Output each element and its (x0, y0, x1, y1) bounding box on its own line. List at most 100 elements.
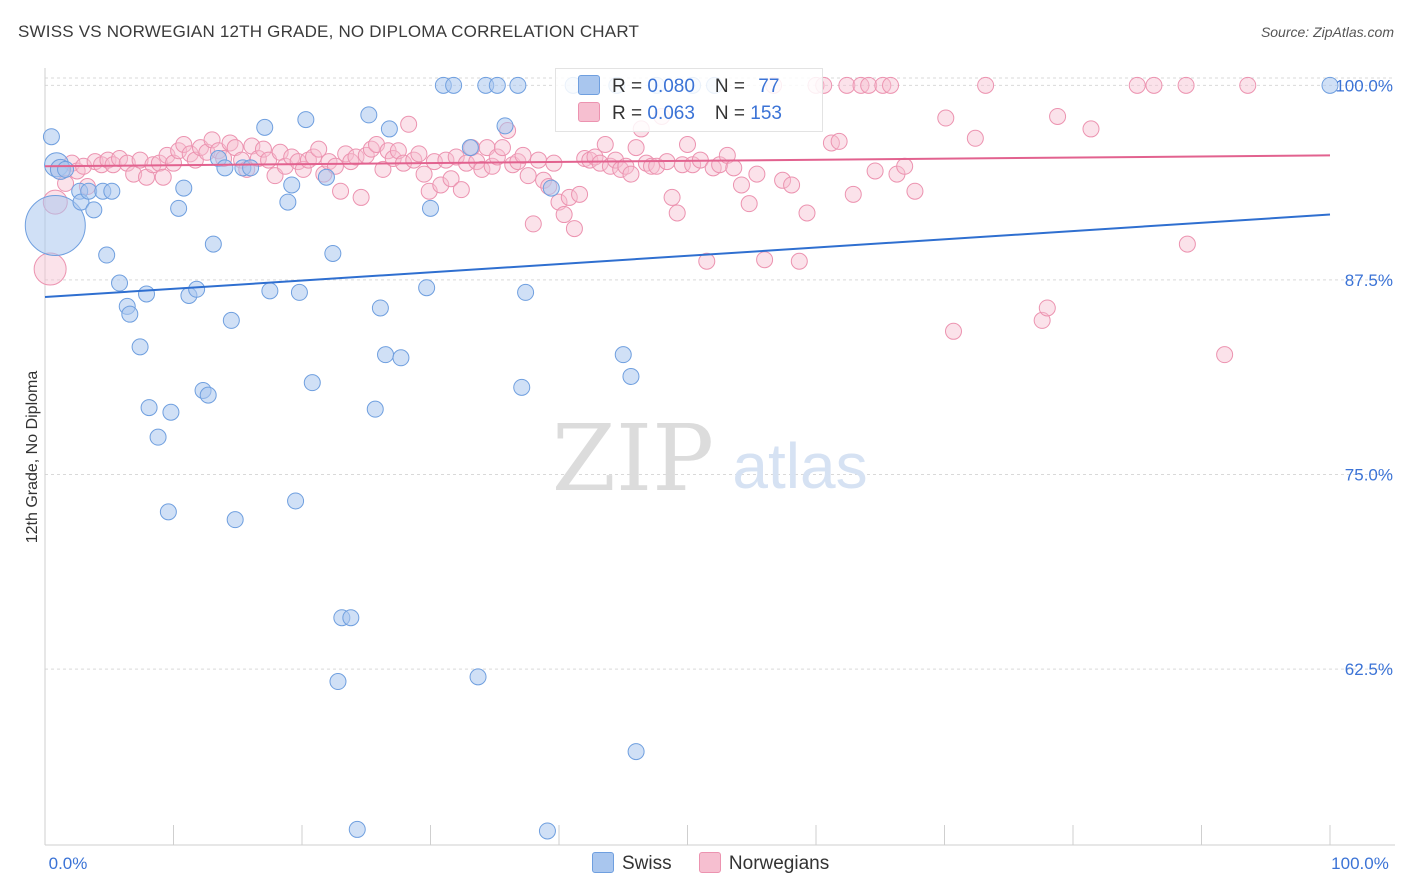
x-tick-label: 100.0% (1331, 854, 1389, 873)
norwegians-point (447, 148, 465, 166)
norwegians-point (648, 157, 666, 175)
norwegians-points (33, 76, 1257, 364)
norwegians-point (118, 154, 136, 172)
swiss-point (256, 118, 274, 136)
norwegians-point (643, 157, 661, 175)
norwegians-point (565, 220, 583, 238)
norwegians-point (362, 140, 380, 158)
norwegians-point (607, 151, 625, 169)
y-tick-label: 100.0% (1335, 76, 1393, 95)
norwegians-r-value: 0.063 (647, 103, 695, 124)
swiss-point (509, 76, 527, 94)
swiss-point (380, 120, 398, 138)
norwegians-point (1033, 311, 1051, 329)
norwegians-point (400, 115, 418, 133)
norwegians-point (1177, 76, 1195, 94)
swiss-point (138, 285, 156, 303)
legend-item-swiss[interactable]: Swiss (592, 852, 672, 875)
swiss-point (98, 246, 116, 264)
norwegians-point (33, 252, 67, 286)
norwegians-point (860, 76, 878, 94)
swiss-point (287, 492, 305, 510)
stats-legend: R = 0.080 N = 77 R = 0.063 N = 153 (555, 68, 823, 132)
norwegians-point (442, 170, 460, 188)
swiss-point (242, 159, 260, 177)
swiss-point (111, 274, 129, 292)
swiss-point (496, 117, 514, 135)
norwegians-point (637, 154, 655, 172)
norwegians-point (866, 162, 884, 180)
norwegians-swatch (578, 102, 600, 122)
swiss-point (445, 76, 463, 94)
norwegians-point (529, 151, 547, 169)
norwegians-point (906, 182, 924, 200)
swiss-point (80, 182, 98, 200)
swiss-point (513, 378, 531, 396)
swiss-trend-line (44, 213, 1331, 299)
norwegians-point (389, 142, 407, 160)
norwegians-point (774, 171, 792, 189)
norwegians-point (622, 165, 640, 183)
swiss-point (329, 673, 347, 691)
x-tick-label: 0.0% (49, 854, 88, 873)
legend-item-norwegians[interactable]: Norwegians (698, 852, 830, 875)
tick-labels: 100.0% 87.5% 75.0% 62.5% 0.0% 100.0% (49, 76, 1393, 873)
watermark: ZIP atlas (552, 405, 868, 512)
norwegians-point (627, 139, 645, 157)
swiss-point (360, 106, 378, 124)
norwegians-point (783, 176, 801, 194)
norwegians-point (550, 193, 568, 211)
norwegians-point (326, 157, 344, 175)
swiss-n-value: 77 (758, 76, 780, 97)
norwegians-legend-label: Norwegians (728, 853, 830, 874)
swiss-point (222, 311, 240, 329)
norwegians-point (944, 322, 962, 340)
norwegians-point (1239, 76, 1257, 94)
swiss-legend-swatch (592, 852, 614, 873)
swiss-point (461, 139, 479, 157)
norwegians-point (131, 151, 149, 169)
swiss-r-value: 0.080 (647, 76, 695, 97)
y-tick-label: 62.5% (1345, 660, 1393, 679)
norwegians-point (221, 134, 239, 152)
norwegians-point (560, 188, 578, 206)
norwegians-point (844, 185, 862, 203)
series-legend: Swiss Norwegians (592, 852, 851, 875)
norwegians-point (1128, 76, 1146, 94)
swiss-n-label: N = (714, 76, 751, 97)
norwegians-point (830, 132, 848, 150)
swiss-point (159, 503, 177, 521)
swiss-point (517, 283, 535, 301)
source-label: Source: ZipAtlas.com (1260, 24, 1394, 40)
swiss-point (297, 111, 315, 129)
norwegians-point (294, 160, 312, 178)
swiss-point (175, 179, 193, 197)
norwegians-point (1145, 76, 1163, 94)
norwegians-point (519, 167, 537, 185)
trend-lines (44, 154, 1331, 299)
norwegians-point (740, 195, 758, 213)
norwegians-point (254, 140, 272, 158)
watermark-zip: ZIP (552, 405, 714, 512)
norwegians-point (452, 181, 470, 199)
norwegians-legend-swatch (698, 852, 721, 873)
norwegians-point (432, 176, 450, 194)
norwegians-point (798, 204, 816, 222)
norwegians-n-value: 153 (750, 103, 782, 124)
norwegians-point (555, 206, 573, 224)
swiss-point (121, 305, 139, 323)
norwegians-point (1178, 235, 1196, 253)
norwegians-point (473, 160, 491, 178)
legend-row-norwegians: R = 0.063 N = 153 (578, 102, 782, 126)
axes (44, 68, 1395, 846)
swiss-point (42, 128, 60, 146)
norwegians-point (1038, 299, 1056, 317)
norwegians-point (663, 188, 681, 206)
y-axis-label: 12th Grade, No Diploma (24, 371, 41, 544)
swiss-point (324, 244, 342, 262)
y-tick-label: 87.5% (1345, 271, 1393, 290)
chart-title: SWISS VS NORWEGIAN 12TH GRADE, NO DIPLOM… (18, 22, 640, 41)
norwegians-r-label: R = (612, 103, 648, 124)
norwegians-point (514, 146, 532, 164)
